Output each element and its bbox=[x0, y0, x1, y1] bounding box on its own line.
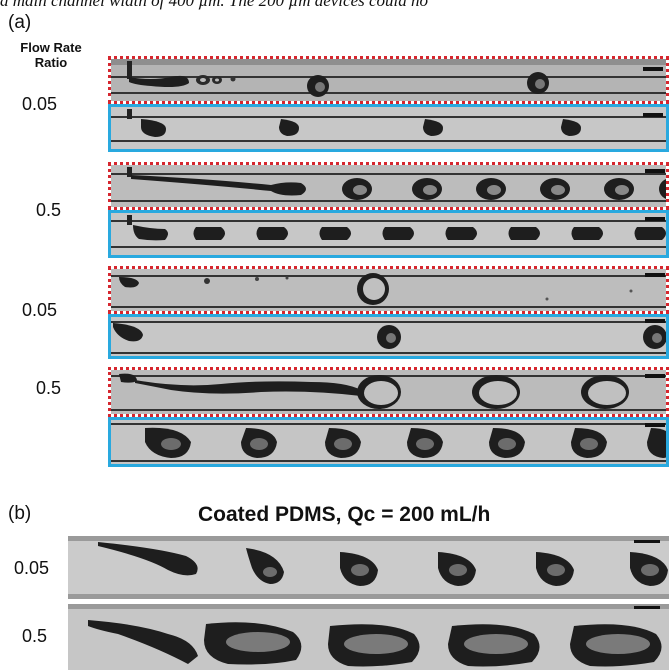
ratio-label-3: 0.05 bbox=[22, 300, 58, 320]
micrograph-a2-coated bbox=[108, 210, 669, 258]
micrograph-a2-uncoated bbox=[108, 162, 669, 210]
micrograph-a1-coated bbox=[108, 104, 669, 152]
ratio-label-2: 0.5 bbox=[36, 200, 62, 220]
micrograph-a3-uncoated bbox=[108, 266, 669, 314]
panel-b-ratio-1: 0.05 bbox=[14, 558, 50, 578]
micrograph-a3-coated bbox=[108, 314, 669, 359]
panel-b-title: Coated PDMS, Qc = 200 mL/h bbox=[198, 503, 491, 526]
micrograph-b2 bbox=[68, 604, 669, 670]
panel-b-ratio-2: 0.5 bbox=[22, 626, 48, 646]
panel-b-label: (b) bbox=[8, 503, 32, 524]
ratio-label-1: 0.05 bbox=[22, 94, 58, 114]
micrograph-a1-uncoated bbox=[108, 56, 669, 104]
panel-a-label: (a) bbox=[8, 12, 32, 33]
header-line-2: Ratio bbox=[34, 55, 68, 70]
ratio-label-4: 0.5 bbox=[36, 378, 62, 398]
flow-rate-ratio-header: Flow Rate Ratio bbox=[8, 40, 94, 70]
truncated-body-text: a main channel width of 400 µm. The 200 … bbox=[0, 0, 429, 10]
micrograph-a4-uncoated bbox=[108, 367, 669, 417]
micrograph-b1 bbox=[68, 536, 669, 599]
micrograph-a4-coated bbox=[108, 417, 669, 467]
header-line-1: Flow Rate bbox=[20, 40, 82, 55]
